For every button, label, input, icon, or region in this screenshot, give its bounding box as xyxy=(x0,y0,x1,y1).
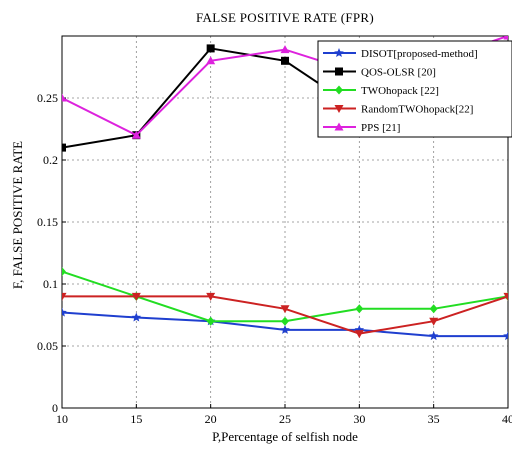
chart-title: FALSE POSITIVE RATE (FPR) xyxy=(196,10,374,25)
x-tick-label: 30 xyxy=(353,412,365,426)
y-axis-label: F, FALSE POSITIVE RATE xyxy=(10,141,25,289)
series-1-point xyxy=(281,57,289,65)
legend-label: TWOhopack [22] xyxy=(361,85,439,97)
x-tick-label: 20 xyxy=(205,412,217,426)
series-2-point xyxy=(58,267,66,276)
x-tick-label: 35 xyxy=(428,412,440,426)
x-tick-label: 25 xyxy=(279,412,291,426)
legend-label: RandomTWOhopack[22] xyxy=(361,104,473,116)
x-tick-label: 15 xyxy=(130,412,142,426)
y-tick-label: 0.2 xyxy=(43,153,58,167)
legend-label: QOS-OLSR [20] xyxy=(361,67,436,79)
series-0-point xyxy=(429,331,439,340)
series-2-point xyxy=(207,317,215,326)
series-2-point xyxy=(281,317,289,326)
legend-marker xyxy=(335,68,343,76)
y-tick-label: 0.15 xyxy=(37,215,58,229)
series-1-point xyxy=(58,144,66,152)
y-tick-label: 0.1 xyxy=(43,277,58,291)
series-0-point xyxy=(132,313,142,322)
legend: DISOT[proposed-method] QOS-OLSR [20] TWOho… xyxy=(318,41,512,137)
series-2-point xyxy=(430,304,438,313)
y-tick-label: 0.05 xyxy=(37,339,58,353)
series-2-point xyxy=(355,304,363,313)
legend-label: PPS [21] xyxy=(361,122,400,134)
x-axis-label: P,Percentage of selfish node xyxy=(212,429,358,444)
y-tick-label: 0.25 xyxy=(37,91,58,105)
series-3-point xyxy=(355,330,364,338)
x-tick-label: 40 xyxy=(502,412,512,426)
series-1-point xyxy=(207,44,215,52)
y-tick-label: 0 xyxy=(52,401,58,415)
legend-label: DISOT[proposed-method] xyxy=(361,48,478,60)
